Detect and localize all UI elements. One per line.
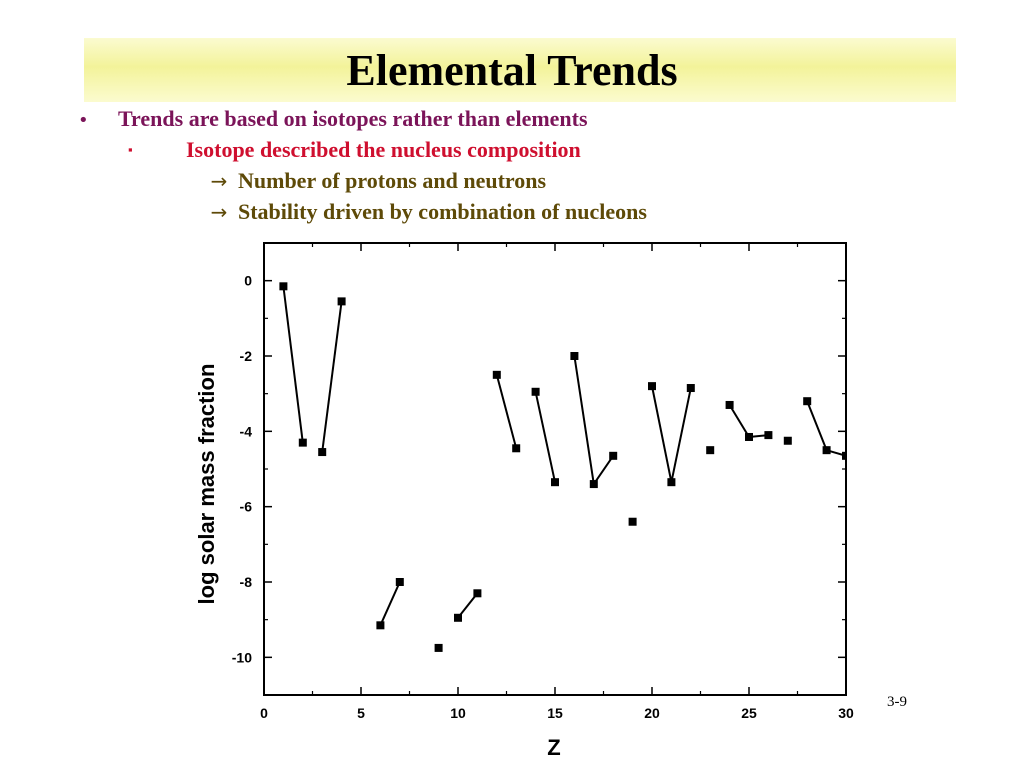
x-tick-label: 10: [450, 705, 466, 721]
series-points: [279, 282, 846, 652]
data-point: [589, 480, 598, 489]
x-axis-label: Z: [547, 735, 560, 760]
bullet-text: Stability driven by combination of nucle…: [238, 199, 647, 224]
data-point: [570, 352, 579, 360]
series-segment: [282, 286, 304, 443]
data-point: [725, 400, 734, 409]
y-tick-label: -8: [240, 574, 253, 590]
series-lines: [282, 286, 846, 626]
series-segment: [495, 374, 518, 449]
bullet-text: Number of protons and neutrons: [238, 168, 547, 193]
data-point: [512, 444, 521, 453]
series-segment: [379, 581, 401, 626]
x-tick-label: 0: [260, 705, 268, 721]
data-point: [279, 282, 288, 291]
bullet-level1: • Trends are based on isotopes rather tha…: [78, 106, 588, 134]
data-point: [686, 384, 695, 393]
data-point: [648, 382, 656, 391]
arrow-right-icon: →: [210, 200, 228, 224]
data-point: [783, 436, 792, 445]
series-segment: [806, 400, 828, 451]
bullet-level2: ▪ Isotope described the nucleus compositi…: [128, 137, 581, 166]
tick-labels: 0 5 10 15 20 25 30 0 -2 -4 -6 -8 -10: [232, 273, 854, 721]
data-point: [395, 578, 404, 586]
data-point: [803, 397, 812, 406]
data-point: [473, 589, 482, 598]
arrow-right-icon: →: [210, 169, 228, 193]
data-point: [434, 643, 443, 652]
data-point: [551, 478, 559, 487]
data-point: [531, 387, 540, 396]
y-tick-label: -6: [240, 499, 253, 515]
data-point: [318, 448, 327, 457]
series-segment: [670, 387, 692, 483]
bullet-text: Trends are based on isotopes rather than…: [118, 106, 588, 131]
bullet-level3: → Stability driven by combination of nucl…: [200, 199, 647, 225]
plot-frame: [263, 242, 847, 696]
y-axis-label: log solar mass fraction: [194, 364, 219, 605]
series-segment: [573, 355, 595, 485]
x-tick-label: 20: [644, 705, 660, 721]
data-point: [337, 297, 346, 306]
x-tick-label: 15: [547, 705, 563, 721]
x-tick-label: 25: [741, 705, 757, 721]
data-point: [609, 451, 618, 460]
data-point: [492, 370, 501, 379]
data-point: [842, 451, 846, 460]
series-segment: [651, 385, 673, 483]
x-tick-label: 5: [357, 705, 365, 721]
data-point: [706, 446, 715, 455]
series-segment: [728, 404, 750, 438]
data-point: [667, 478, 676, 487]
slide-number: 3-9: [887, 694, 907, 710]
bullet-level3: → Number of protons and neutrons: [200, 168, 546, 194]
series-segment: [321, 301, 343, 453]
series-segment: [534, 391, 556, 483]
title-band: [84, 38, 956, 102]
axis-ticks: [263, 242, 847, 696]
y-tick-label: 0: [244, 273, 252, 289]
series-segment: [457, 592, 479, 619]
y-tick-label: -4: [240, 423, 253, 439]
series-segment: [592, 455, 615, 485]
data-point: [745, 432, 753, 441]
square-bullet-icon: ▪: [128, 142, 133, 157]
data-point: [298, 438, 307, 447]
y-tick-label: -10: [232, 649, 252, 665]
data-point: [764, 431, 773, 440]
data-point: [376, 621, 385, 630]
slide-title: Elemental Trends: [346, 46, 678, 95]
x-tick-label: 30: [838, 705, 854, 721]
y-tick-label: -2: [240, 348, 253, 364]
data-point: [454, 613, 462, 622]
data-point: [822, 446, 831, 455]
bullet-dot-icon: •: [78, 110, 89, 131]
data-point: [628, 517, 637, 526]
bullet-text: Isotope described the nucleus compositio…: [186, 137, 581, 162]
